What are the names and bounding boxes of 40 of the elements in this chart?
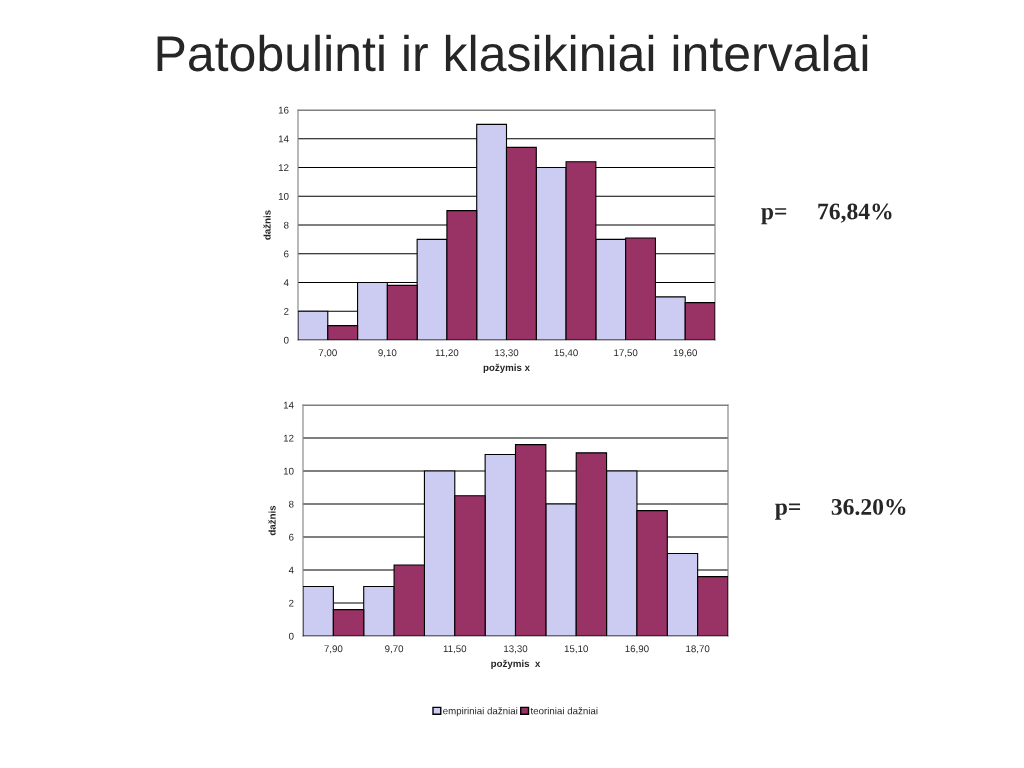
y-tick-label: 10 bbox=[278, 192, 289, 200]
text: p= 76,84% bbox=[761, 203, 892, 225]
x-tick-label: 9,70 bbox=[385, 645, 404, 654]
x-tick-label: 13,30 bbox=[495, 349, 519, 358]
y-tick-label: 6 bbox=[289, 533, 294, 541]
legend-label: empiriniai dažniai bbox=[443, 707, 518, 717]
x-tick-label: 9,10 bbox=[378, 349, 397, 358]
text: p= 36.20% bbox=[775, 498, 906, 520]
y-tick-label: 0 bbox=[283, 336, 289, 344]
y-tick-label: 12 bbox=[283, 434, 294, 442]
x-tick-label: 18,70 bbox=[686, 645, 710, 654]
x-tick-label: 13,30 bbox=[504, 645, 528, 654]
y-tick-label: 8 bbox=[288, 500, 294, 508]
x-tick-label: 16,90 bbox=[625, 645, 649, 654]
y-axis-title: dažnis bbox=[263, 210, 271, 240]
y-tick-label: 6 bbox=[284, 250, 289, 258]
y-tick-label: 2 bbox=[284, 307, 289, 315]
y-tick-label: 12 bbox=[278, 164, 289, 172]
y-tick-label: 8 bbox=[283, 221, 289, 229]
y-tick-label: 4 bbox=[288, 566, 294, 574]
legend-label: teoriniai dažniai bbox=[530, 707, 598, 715]
x-axis-title: požymis x bbox=[491, 659, 541, 669]
y-axis-title: dažnis bbox=[268, 505, 276, 536]
x-tick-label: 7,90 bbox=[324, 645, 343, 654]
x-tick-label: 7,00 bbox=[318, 349, 337, 358]
x-tick-label: 11,20 bbox=[435, 349, 459, 358]
chart-title: Patobulinti ir klasikiniai intervalai bbox=[157, 34, 868, 72]
x-tick-label: 19,60 bbox=[673, 349, 697, 358]
x-axis-title: požymis x bbox=[483, 363, 530, 373]
y-tick-label: 16 bbox=[278, 106, 289, 114]
y-tick-label: 14 bbox=[278, 135, 289, 143]
x-tick-label: 15,40 bbox=[554, 349, 578, 358]
y-tick-label: 4 bbox=[283, 279, 289, 287]
x-tick-label: 17,50 bbox=[614, 349, 638, 358]
y-tick-label: 2 bbox=[289, 599, 294, 607]
x-tick-label: 15,10 bbox=[564, 645, 588, 654]
y-tick-label: 14 bbox=[283, 401, 294, 409]
y-tick-label: 0 bbox=[288, 632, 294, 640]
x-tick-label: 11,50 bbox=[443, 645, 467, 654]
y-tick-label: 10 bbox=[283, 467, 294, 475]
